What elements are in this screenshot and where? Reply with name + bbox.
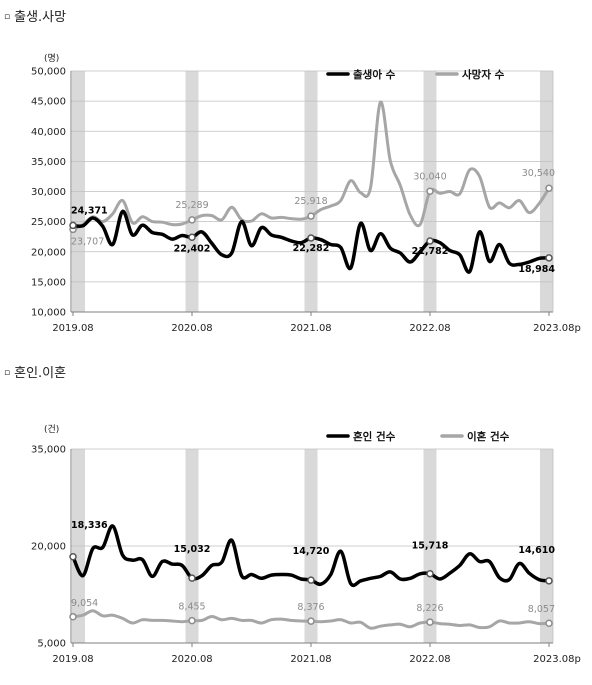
data-point-marker (188, 233, 196, 242)
y-tick-label: 20,000 (31, 542, 66, 553)
bullet-icon: ▫ (4, 368, 11, 378)
data-label: 14,720 (293, 546, 330, 557)
legend-label: 혼인 건수 (353, 430, 396, 443)
data-point-marker (426, 618, 434, 626)
data-label: 30,540 (522, 168, 555, 179)
data-point-marker (307, 617, 315, 625)
y-tick-label: 15,000 (31, 277, 66, 288)
bullet-icon: ▫ (4, 12, 11, 22)
section-title-marriage-divorce: ▫ 혼인.이혼 (4, 362, 66, 381)
x-tick-label: 2020.08 (171, 654, 212, 665)
legend-label: 출생아 수 (353, 68, 396, 81)
x-tick-label: 2019.08 (52, 654, 93, 665)
section-title-text: 혼인.이혼 (14, 366, 67, 381)
x-tick-label: 2021.08 (290, 654, 331, 665)
data-label: 15,032 (174, 544, 211, 555)
data-point-marker (426, 237, 434, 245)
data-point-marker (188, 574, 196, 582)
data-point-marker (69, 221, 77, 230)
data-point-marker (307, 234, 315, 242)
marriage-divorce-chart: 5,000 20,000 35,000 (건) 2019.08 2020.08 2021.0… (31, 424, 581, 665)
data-label: 15,718 (412, 541, 449, 552)
data-label: 21,782 (412, 246, 449, 257)
data-label: 8,226 (416, 603, 443, 614)
x-tick-label: 2021.08 (290, 323, 331, 334)
data-point-marker (69, 613, 77, 621)
birth-death-chart: 10,000 15,000 20,000 25,000 30,000 35,000 40,0… (31, 53, 581, 334)
data-point-marker (545, 619, 553, 627)
x-tick-label: 2022.08 (409, 654, 450, 665)
data-point-marker (69, 553, 77, 561)
y-tick-label: 45,000 (31, 97, 66, 108)
y-tick-label: 20,000 (31, 247, 66, 258)
data-label: 14,610 (518, 545, 555, 556)
data-point-marker (307, 212, 315, 220)
x-tick-label: 2019.08 (52, 323, 93, 334)
data-label: 18,336 (71, 520, 108, 531)
data-point-marker (545, 577, 553, 585)
data-point-marker (188, 216, 196, 224)
x-tick-label: 2023.08p (533, 654, 581, 665)
x-tick-label: 2020.08 (171, 323, 212, 334)
data-label: 24,371 (71, 205, 108, 216)
data-label: 18,984 (518, 264, 555, 275)
y-tick-label: 35,000 (31, 445, 66, 456)
section-title-text: 출생.사망 (14, 10, 67, 25)
data-label: 8,057 (528, 604, 555, 615)
data-point-marker (188, 616, 196, 625)
x-tick-label: 2022.08 (409, 323, 450, 334)
data-label: 25,289 (175, 200, 208, 211)
section-title-birth-death: ▫ 출생.사망 (4, 6, 66, 25)
data-label: 25,918 (294, 196, 327, 207)
y-tick-label: 5,000 (37, 639, 66, 650)
legend-label: 이혼 건수 (467, 430, 510, 443)
data-label: 8,455 (178, 602, 205, 613)
data-point-marker (545, 184, 553, 192)
data-point-marker (426, 569, 434, 578)
data-label: 9,054 (71, 598, 98, 609)
y-unit-label: (건) (44, 424, 59, 435)
data-label: 22,282 (293, 243, 330, 254)
data-point-marker (545, 254, 553, 262)
y-tick-label: 10,000 (31, 308, 66, 319)
legend-label: 사망자 수 (462, 68, 505, 81)
y-tick-label: 40,000 (31, 127, 66, 138)
data-label: 22,402 (174, 243, 211, 254)
y-tick-label: 35,000 (31, 157, 66, 168)
y-tick-label: 25,000 (31, 217, 66, 228)
data-label: 23,707 (71, 236, 104, 247)
data-label: 30,040 (413, 171, 446, 182)
data-point-marker (307, 576, 315, 584)
data-point-marker (426, 187, 434, 196)
x-tick-label: 2023.08p (533, 323, 581, 334)
y-tick-label: 30,000 (31, 187, 66, 198)
y-tick-label: 50,000 (31, 67, 66, 78)
data-label: 8,376 (297, 602, 324, 613)
y-unit-label: (명) (44, 53, 59, 64)
